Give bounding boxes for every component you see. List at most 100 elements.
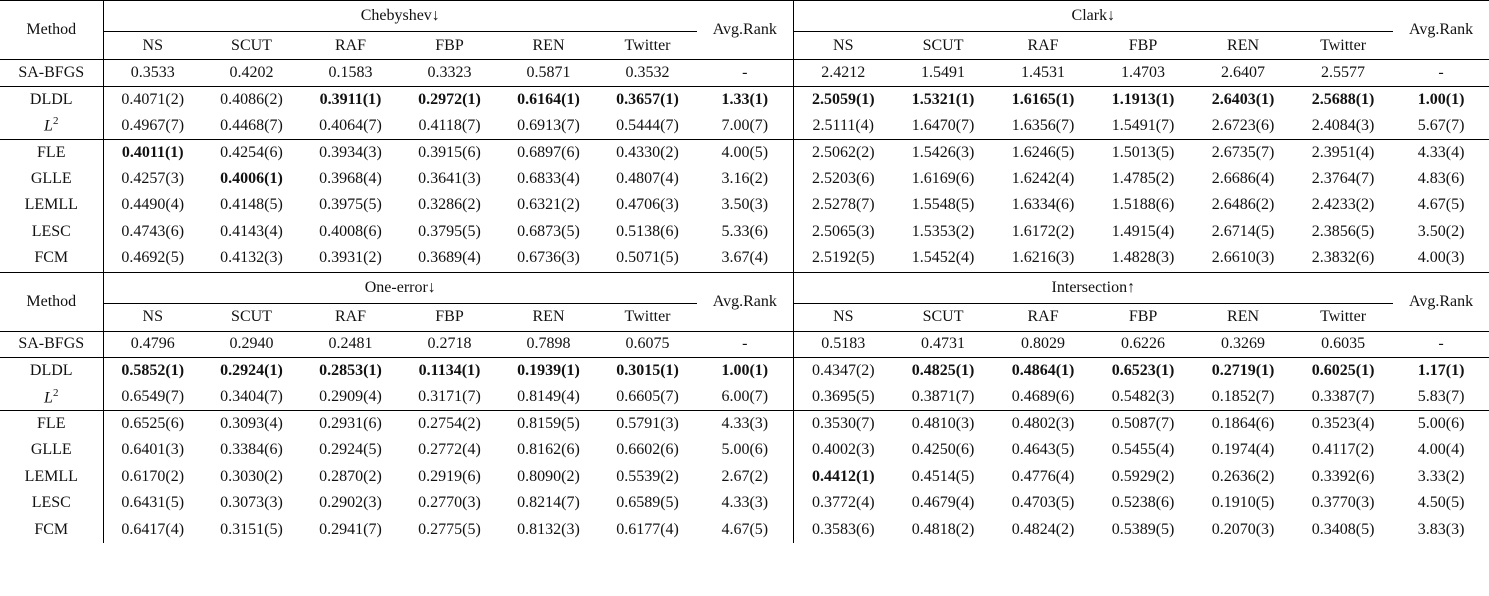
cell: 5.00(6)	[697, 437, 793, 464]
cell: 0.3404(7)	[202, 384, 301, 411]
dataset-header: Twitter	[598, 303, 698, 332]
method-name: LEMLL	[0, 192, 103, 219]
cell: 4.33(3)	[697, 411, 793, 438]
cell-value: 0.3384(6)	[220, 441, 283, 459]
cell: 0.1939(1)	[499, 358, 598, 385]
cell-value: 0.2772(4)	[418, 441, 481, 459]
cell-value: 0.4802(3)	[1011, 415, 1075, 432]
cell: 1.5321(1)	[893, 86, 993, 113]
cell: 2.5688(1)	[1293, 86, 1393, 113]
cell-value: 0.4254(6)	[220, 143, 283, 161]
cell-value: 2.5278(7)	[811, 196, 875, 214]
cell-value: 0.2941(7)	[319, 520, 382, 538]
cell: -	[697, 331, 794, 358]
cell: 0.1852(7)	[1193, 384, 1294, 411]
dataset-header: Twitter	[1293, 303, 1394, 332]
data-row: L2 0.6549(7) 0.3404(7) 0.2909(4) 0.3171(7) 0.…	[0, 384, 1489, 411]
metric-header: Intersection↑	[792, 272, 1394, 304]
cell: 0.4679(4)	[893, 490, 993, 517]
cell-value: 1.5013(5)	[1111, 143, 1175, 161]
cell: 0.3269	[1193, 331, 1294, 358]
method-name: L2	[0, 112, 103, 140]
cell-value: 1.1913(1)	[1111, 90, 1175, 108]
cell-value: 2.5065(3)	[811, 222, 875, 240]
dataset-header: REN	[1193, 303, 1294, 332]
cell: 0.5087(7)	[1093, 411, 1193, 438]
cell-value: 4.67(5)	[721, 520, 769, 538]
cell-value: 0.6177(4)	[616, 520, 679, 538]
cell: 2.3832(6)	[1293, 245, 1393, 272]
method-superscript: 2	[52, 386, 59, 399]
cell: 0.2770(3)	[400, 490, 499, 517]
dataset-header: RAF	[993, 303, 1094, 332]
cell-value: 0.4731	[921, 335, 966, 353]
cell: 0.4967(7)	[102, 112, 202, 140]
method-name: LESC	[0, 219, 103, 246]
cell: 1.6165(1)	[993, 86, 1093, 113]
cell: 1.00(1)	[697, 358, 793, 385]
cell: 0.2719(1)	[1193, 358, 1293, 385]
cell: 0.5929(2)	[1093, 464, 1193, 491]
cell: 5.33(6)	[697, 219, 793, 246]
method-name: FLE	[0, 139, 103, 166]
cell-value: 3.50(2)	[1417, 222, 1465, 240]
cell-value: 0.4202	[229, 63, 274, 81]
cell-value: 0.3269	[1221, 335, 1266, 353]
cell: 0.2070(3)	[1193, 517, 1293, 544]
cell: 0.3968(4)	[301, 166, 400, 193]
cell-value: 0.4967(7)	[121, 116, 185, 134]
method-name-text: FCM	[34, 520, 69, 538]
cell: 0.5852(1)	[102, 357, 202, 384]
data-row: LEMLL 0.4490(4) 0.4148(5) 0.3975(5) 0.3286(2…	[0, 192, 1489, 219]
cell: 0.4011(1)	[102, 139, 202, 166]
cell: 0.5138(6)	[598, 219, 697, 246]
cell-value: 0.2940	[229, 335, 274, 353]
cell: 0.8214(7)	[499, 490, 598, 517]
cell: 0.6431(5)	[102, 490, 202, 517]
cell-value: 0.3871(7)	[911, 388, 975, 405]
cell-value: 0.4347(2)	[811, 362, 875, 379]
cell-value: 0.5539(2)	[616, 467, 679, 485]
cell-value: 0.1939(1)	[517, 362, 580, 379]
cell-value: 0.5929(2)	[1111, 467, 1175, 485]
cell-value: 0.3657(1)	[616, 90, 679, 108]
cell-value: 1.00(1)	[1417, 90, 1465, 108]
cell: 2.5192(5)	[792, 245, 894, 272]
cell-value: 1.33(1)	[721, 90, 769, 108]
cell: 0.1583	[301, 59, 400, 87]
cell-value: 0.4468(7)	[220, 116, 283, 134]
cell: 3.33(2)	[1393, 464, 1489, 491]
cell-value: 2.5059(1)	[811, 90, 875, 108]
cell-value: 0.4776(4)	[1011, 467, 1075, 485]
dataset-header: SCUT	[202, 303, 301, 332]
cell: 0.3911(1)	[301, 86, 400, 113]
cell-value: 0.3408(5)	[1311, 520, 1375, 538]
cell-value: 0.3583(6)	[811, 520, 875, 538]
cell: 1.17(1)	[1393, 358, 1489, 385]
cell-value: 0.4825(1)	[911, 362, 975, 379]
cell: 0.6523(1)	[1093, 358, 1193, 385]
cell: 2.3951(4)	[1293, 139, 1393, 166]
cell-value: -	[742, 63, 748, 81]
cell-value: 0.8090(2)	[517, 467, 580, 485]
cell: 4.67(5)	[1393, 192, 1489, 219]
cell-value: 4.00(4)	[1417, 441, 1465, 459]
cell-value: 4.33(3)	[721, 415, 769, 432]
cell: -	[697, 59, 794, 87]
cell-value: 0.5138(6)	[616, 222, 679, 240]
cell: 0.2919(6)	[400, 464, 499, 491]
cell-value: 3.16(2)	[721, 169, 769, 187]
cell-value: 2.3951(4)	[1311, 143, 1375, 161]
cell-value: 0.6525(6)	[121, 415, 185, 432]
cell: 0.3795(5)	[400, 219, 499, 246]
cell-value: 1.5491(7)	[1111, 116, 1175, 134]
cell-value: 0.2718	[427, 335, 472, 353]
cell: 6.00(7)	[697, 384, 794, 411]
cell-value: 0.6913(7)	[517, 116, 580, 134]
cell: 1.5188(6)	[1093, 192, 1193, 219]
cell: 0.4347(2)	[792, 357, 894, 384]
cell-value: 0.4864(1)	[1011, 362, 1075, 379]
cell: 0.2940	[202, 331, 301, 358]
method-name-text: SA-BFGS	[18, 63, 85, 81]
cell: 0.1134(1)	[400, 358, 499, 385]
